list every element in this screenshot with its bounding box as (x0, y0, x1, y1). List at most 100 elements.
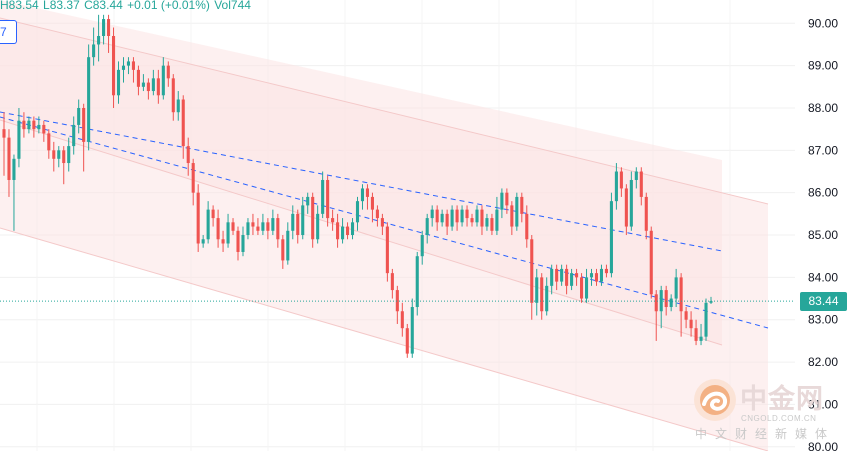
candle-body (684, 311, 688, 320)
candle-body (654, 294, 658, 312)
candle-body (689, 319, 693, 329)
candle-body (455, 209, 459, 223)
candle-body (27, 120, 31, 130)
candle-body (440, 213, 444, 223)
candle-body (311, 196, 315, 240)
candle-body (599, 268, 604, 282)
candle-body (679, 277, 683, 312)
y-tick-label: 90.00 (808, 16, 838, 30)
candle-body (176, 99, 180, 113)
candle-body (589, 273, 594, 278)
candle-body (704, 302, 708, 337)
candle-body (550, 268, 554, 286)
watermark: 中金网 CNGOLD.COM.CN 中文财经新媒体 (693, 377, 841, 443)
candle-body (594, 273, 599, 282)
watermark-url: CNGOLD.COM.CN (741, 414, 817, 423)
low-value: L83.37 (43, 0, 80, 12)
candle-body (545, 285, 549, 312)
candle-body (634, 171, 638, 180)
candle-body (425, 218, 429, 236)
candle-body (500, 192, 504, 210)
candle-body (141, 82, 145, 87)
candle-body (385, 226, 389, 274)
candle-body (82, 107, 86, 142)
y-tick-label: 89.00 (808, 59, 838, 73)
candle-body (410, 307, 414, 354)
candle-body (420, 235, 424, 257)
cngold-logo-icon (694, 379, 736, 421)
candle-body (2, 129, 6, 138)
candle-body (614, 171, 618, 202)
candle-body (181, 99, 185, 147)
candle-body (67, 146, 71, 164)
candle-body (57, 150, 61, 159)
last-price-label: 83.44 (808, 293, 839, 308)
candle-body (77, 107, 81, 125)
candle-body (316, 213, 320, 240)
candle-body (445, 213, 449, 227)
candle-body (520, 196, 524, 214)
channel-inner (0, 0, 722, 345)
candle-body (350, 222, 355, 236)
candle-body (405, 328, 409, 354)
candle-body (12, 158, 16, 180)
watermark-subtitle: 中文财经新媒体 (695, 427, 836, 441)
last-price-tag: 83.44 (800, 291, 847, 311)
candle-body (629, 179, 633, 227)
candle-body (565, 268, 569, 286)
y-tick-label: 85.00 (808, 228, 838, 242)
candles (2, 14, 713, 358)
candle-body (161, 65, 165, 96)
candle-body (480, 209, 484, 227)
y-tick-label: 82.00 (808, 355, 838, 369)
candle-body (380, 218, 384, 227)
close-value: C83.44 (84, 0, 123, 12)
trendline-upper (0, 111, 723, 252)
candle-body (42, 124, 46, 134)
candle-body (87, 57, 91, 142)
candle-body (216, 218, 220, 240)
candle-body (22, 120, 26, 130)
candle-body (201, 239, 205, 244)
change-value: +0.01 (+0.01%) (127, 0, 210, 12)
candle-body (271, 218, 275, 231)
candle-body (226, 222, 230, 244)
candle-body (510, 205, 514, 227)
candle-body (291, 213, 295, 231)
y-tick-label: 84.00 (808, 270, 838, 284)
channel-inner-bottom (0, 119, 723, 346)
candle-body (107, 19, 111, 36)
candle-body (659, 290, 663, 312)
candle-body (196, 192, 200, 244)
candle-body (97, 35, 101, 45)
volume-value: Vol744 (214, 0, 251, 12)
candle-body (286, 230, 290, 261)
y-tick-label: 80.00 (808, 440, 838, 451)
candle-body (699, 336, 703, 341)
candle-body (555, 268, 559, 282)
candle-body (470, 218, 474, 223)
candle-body (345, 226, 350, 236)
candle-body (505, 192, 509, 206)
high-value: H83.54 (0, 0, 39, 12)
candle-body (604, 268, 608, 274)
candle-body (136, 69, 140, 87)
candle-body (211, 209, 215, 219)
candle-body (62, 150, 66, 164)
candle-body (131, 61, 135, 70)
candle-body (540, 277, 544, 312)
candle-body (609, 201, 613, 274)
candle-body (644, 196, 648, 231)
candle-body (186, 146, 190, 164)
candle-body (32, 120, 36, 130)
watermark-name: 中金网 (740, 384, 824, 415)
candle-body (530, 239, 534, 303)
candle-body (72, 124, 76, 147)
candle-body (485, 218, 489, 227)
candle-body (151, 78, 155, 92)
left-indicator-tag[interactable]: 7 (0, 20, 17, 44)
price-channels (0, 0, 769, 451)
candle-body (674, 277, 678, 299)
candle-body (251, 222, 255, 227)
